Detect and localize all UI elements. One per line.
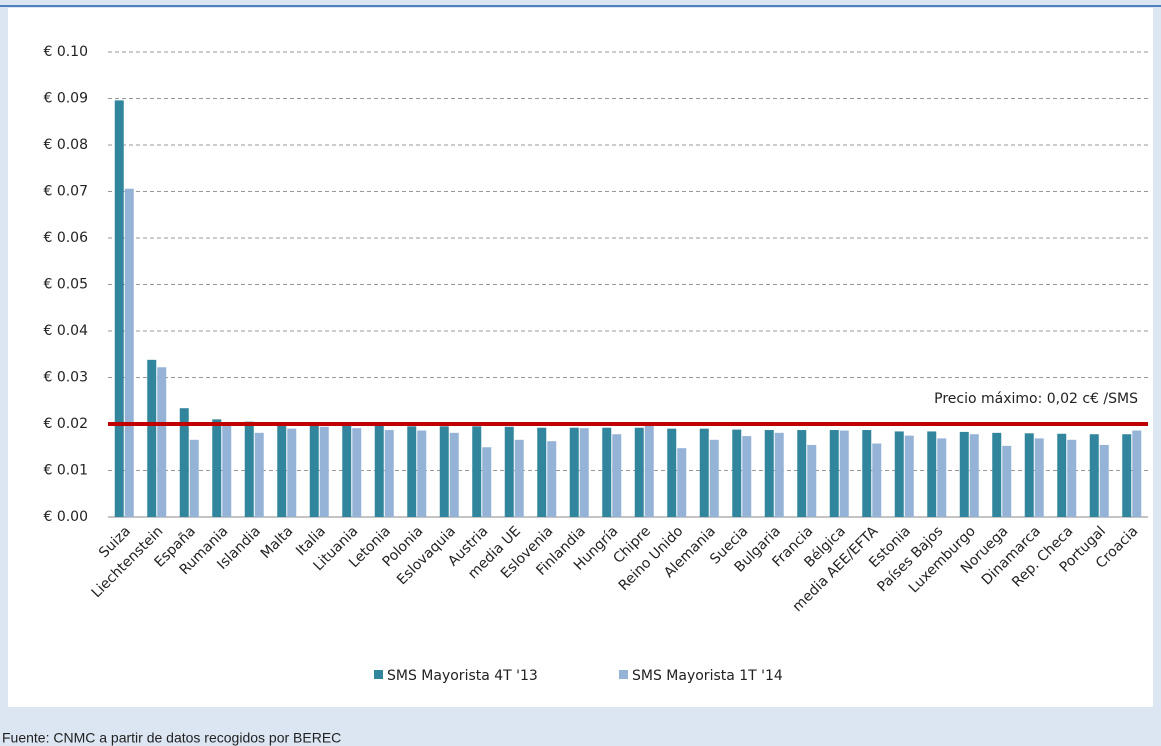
bar <box>829 430 839 517</box>
top-border <box>0 5 1161 7</box>
bar <box>709 439 719 517</box>
bar <box>147 359 157 517</box>
bar <box>277 423 287 517</box>
bar <box>807 444 817 517</box>
bar <box>352 428 362 517</box>
y-tick-label: € 0.05 <box>43 277 88 293</box>
y-tick-label: € 0.02 <box>43 416 88 432</box>
bar <box>1122 434 1132 517</box>
bar <box>774 432 784 517</box>
reference-label: Precio máximo: 0,02 c€ /SMS <box>934 391 1138 407</box>
bar <box>634 427 644 517</box>
bar <box>244 421 254 517</box>
bar <box>1002 445 1012 517</box>
bar <box>862 430 872 517</box>
bar <box>374 425 384 517</box>
bar <box>797 430 807 517</box>
bar <box>839 430 849 517</box>
bar <box>969 434 979 517</box>
bar <box>667 428 677 517</box>
bar <box>612 434 622 517</box>
legend-swatch <box>619 670 628 679</box>
bar <box>732 429 742 517</box>
bar <box>114 100 124 518</box>
bar <box>1132 430 1142 517</box>
bar <box>904 435 914 517</box>
bar <box>287 428 297 517</box>
bar <box>342 424 352 517</box>
bar <box>742 436 752 517</box>
bar <box>309 424 319 517</box>
y-tick-label: € 0.10 <box>43 44 88 60</box>
bar <box>579 428 589 517</box>
y-tick-label: € 0.06 <box>43 230 88 246</box>
bar <box>1089 434 1099 517</box>
bar <box>212 419 222 517</box>
bar <box>157 367 167 517</box>
bar <box>1099 444 1109 517</box>
bar <box>677 448 687 517</box>
bar <box>644 424 654 517</box>
bar <box>449 432 459 517</box>
y-tick-label: € 0.08 <box>43 137 88 153</box>
bar <box>764 430 774 517</box>
bar <box>472 426 482 517</box>
bar <box>569 427 579 517</box>
bar <box>992 432 1002 517</box>
bar <box>439 426 449 517</box>
source: Fuente: CNMC a partir de datos recogidos… <box>2 730 341 746</box>
bar <box>537 427 547 517</box>
bar <box>894 431 904 517</box>
bar <box>1057 433 1067 517</box>
bar <box>189 439 199 517</box>
legend-label: SMS Mayorista 4T '13 <box>387 668 538 684</box>
bar <box>124 188 134 517</box>
bar <box>699 428 709 517</box>
bar <box>547 441 557 517</box>
bar <box>254 432 264 517</box>
bar <box>417 430 427 517</box>
y-tick-label: € 0.00 <box>43 509 88 525</box>
y-tick-label: € 0.01 <box>43 463 88 479</box>
bar <box>407 426 417 517</box>
bar <box>319 426 329 517</box>
chart-area <box>8 8 1153 707</box>
bar <box>1067 439 1077 517</box>
bar <box>482 447 492 517</box>
bar <box>504 426 514 517</box>
bar <box>179 408 189 517</box>
bar <box>872 443 882 517</box>
bar <box>602 427 612 517</box>
y-tick-label: € 0.09 <box>43 91 88 107</box>
bar <box>514 439 524 517</box>
y-tick-label: € 0.04 <box>43 323 88 339</box>
bar <box>1024 433 1034 517</box>
bar <box>222 424 232 517</box>
bar <box>1034 438 1044 517</box>
bar <box>959 431 969 517</box>
y-tick-label: € 0.03 <box>43 370 88 386</box>
legend-swatch <box>374 670 383 679</box>
bar <box>937 438 947 517</box>
legend-label: SMS Mayorista 1T '14 <box>632 668 783 684</box>
bar <box>384 430 394 517</box>
y-tick-label: € 0.07 <box>43 184 88 200</box>
bar <box>927 431 937 517</box>
